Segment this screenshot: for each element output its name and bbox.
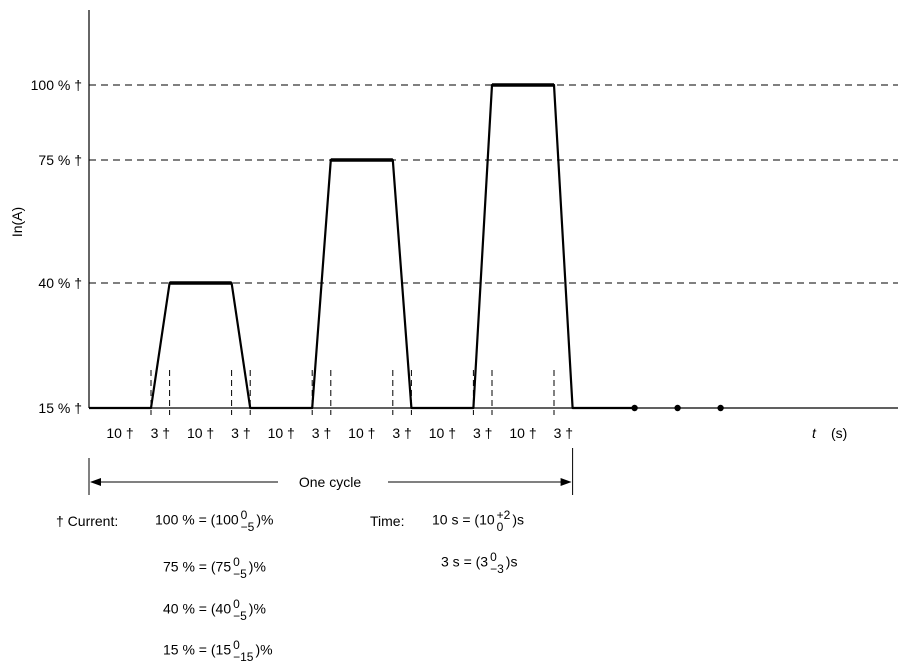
current-legend-lhs: 75 % = (75 — [163, 559, 231, 575]
cycle-label: One cycle — [299, 474, 361, 490]
current-legend-rhs: )% — [255, 642, 272, 658]
current-legend-tolerance: 0−5 — [241, 509, 255, 533]
grid-lines — [89, 85, 898, 283]
series-group — [89, 85, 724, 411]
cycle-arrowhead-left — [90, 478, 101, 486]
current-legend-rhs: )% — [249, 601, 266, 617]
tolerance-lower: −3 — [490, 563, 504, 575]
y-tick-label: 75 % † — [38, 152, 82, 168]
interval-label: 3 † — [231, 425, 250, 441]
interval-label: 10 † — [429, 425, 456, 441]
interval-label: 10 † — [106, 425, 133, 441]
current-legend-tolerance: 0−5 — [233, 598, 247, 622]
interval-label: 3 † — [312, 425, 331, 441]
tolerance-lower: −5 — [233, 568, 247, 580]
interval-label: 3 † — [473, 425, 492, 441]
current-waveform-line — [89, 85, 635, 408]
interval-label: 10 † — [268, 425, 295, 441]
current-legend-rhs: )% — [256, 512, 273, 528]
current-legend-tolerance: 0−5 — [233, 556, 247, 580]
continuation-dot — [717, 405, 723, 411]
interval-label: 10 † — [348, 425, 375, 441]
y-tick-label: 15 % † — [38, 400, 82, 416]
current-legend-lhs: 100 % = (100 — [155, 512, 239, 528]
current-legend-tolerance: 0−15 — [233, 639, 253, 663]
x-axis-label: t — [812, 425, 817, 441]
tolerance-lower: −5 — [241, 521, 255, 533]
current-legend-rhs: )% — [249, 559, 266, 575]
continuation-dot — [674, 405, 680, 411]
y-tick-labels: 100 % † 75 % † 40 % † 15 % † — [31, 77, 82, 416]
tolerance-lower: −5 — [233, 610, 247, 622]
interval-label: 10 † — [509, 425, 536, 441]
time-legend-lhs: 10 s = (10 — [432, 512, 495, 528]
y-tick-label: 100 % † — [31, 77, 82, 93]
interval-label: 3 † — [151, 425, 170, 441]
x-axis-unit: (s) — [831, 425, 847, 441]
cycle-arrowhead-right — [561, 478, 572, 486]
y-axis-label: In(A) — [9, 207, 25, 237]
time-legend-label: Time: — [370, 513, 404, 529]
tolerance-lower: 0 — [497, 521, 511, 533]
interval-labels: 10 † 3 † 10 † 3 † 10 † 3 † 10 † 3 † 10 † 3 † 10 † 3… — [106, 425, 573, 441]
interval-label: 3 † — [554, 425, 573, 441]
cycle-indicator: One cycle — [89, 448, 573, 495]
tolerance-lower: −15 — [233, 651, 253, 663]
time-legend-rhs: )s — [512, 512, 524, 528]
interval-label: 10 † — [187, 425, 214, 441]
current-legend-lhs: 15 % = (15 — [163, 642, 231, 658]
current-legend-label: † Current: — [56, 513, 118, 529]
interval-label: 3 † — [392, 425, 411, 441]
time-legend-lhs: 3 s = (3 — [441, 554, 488, 570]
current-legend-lhs: 40 % = (40 — [163, 601, 231, 617]
continuation-dot — [631, 405, 637, 411]
time-legend-tolerance: 0−3 — [490, 551, 504, 575]
y-tick-label: 40 % † — [38, 275, 82, 291]
time-legend-rhs: )s — [506, 554, 518, 570]
